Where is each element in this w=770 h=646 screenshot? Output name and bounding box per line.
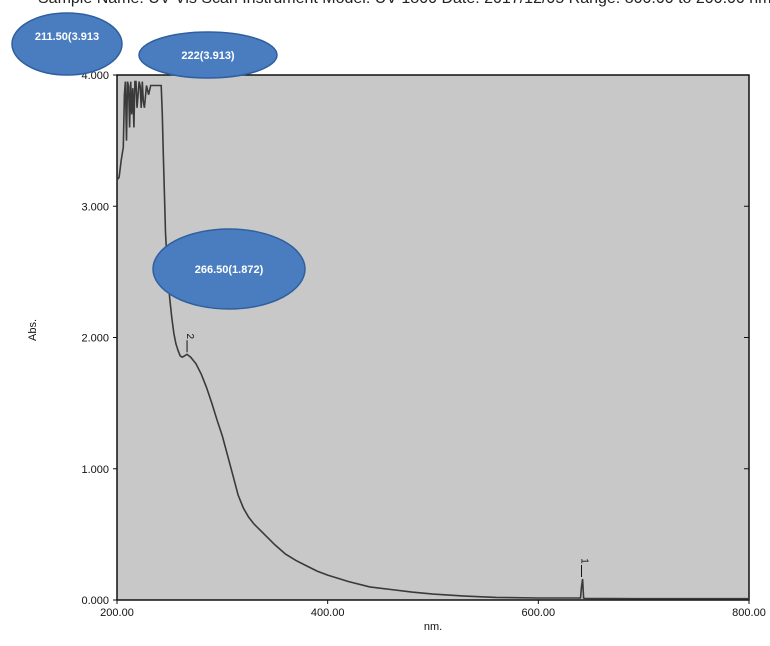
callout-label: 222(3.913) [181, 50, 235, 62]
y-tick-label: 1.000 [81, 464, 109, 476]
x-tick-label: 600.00 [522, 607, 556, 619]
peak-callout-222: 222(3.913) [139, 32, 277, 78]
x-axis-label: nm. [424, 621, 442, 633]
peak-callout-211-50: 211.50(3.913 [12, 13, 122, 75]
x-tick-label: 200.00 [100, 607, 134, 619]
y-axis-label: Abs. [27, 319, 39, 341]
x-tick-label: 800.00 [732, 607, 766, 619]
peak-callout-266-50: 266.50(1.872) [153, 229, 305, 309]
y-tick-label: 3.000 [81, 201, 109, 213]
y-tick-label: 2.000 [81, 333, 109, 345]
callout-label: 211.50(3.913 [35, 31, 99, 43]
callout-label: 266.50(1.872) [195, 264, 264, 276]
x-tick-label: 400.00 [311, 607, 345, 619]
peak-marker-label: 1 [579, 558, 590, 564]
callout-bubble [12, 13, 122, 75]
peak-marker-label: 2 [184, 334, 195, 340]
x-axis-ticks: 200.00 400.00 600.00 800.00 [100, 600, 766, 619]
y-tick-label: 0.000 [81, 595, 109, 607]
plot-area [117, 75, 749, 600]
